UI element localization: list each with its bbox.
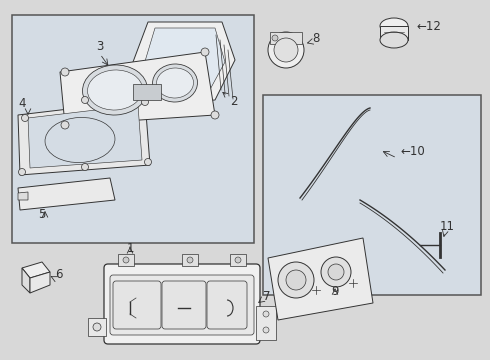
FancyBboxPatch shape [162, 281, 206, 329]
Ellipse shape [45, 117, 115, 163]
Circle shape [81, 96, 89, 104]
Bar [263, 95, 481, 295]
Ellipse shape [156, 68, 194, 98]
FancyBboxPatch shape [113, 281, 161, 329]
Polygon shape [18, 100, 150, 175]
Bar [12, 15, 254, 243]
Bar [270, 32, 302, 44]
Polygon shape [143, 28, 225, 98]
Text: 11: 11 [440, 220, 455, 233]
Polygon shape [28, 105, 142, 168]
Text: 1: 1 [126, 242, 134, 255]
Polygon shape [18, 178, 115, 210]
Polygon shape [268, 238, 373, 320]
Circle shape [93, 323, 101, 331]
Bar [88, 318, 106, 336]
Polygon shape [130, 22, 235, 105]
Circle shape [328, 264, 344, 280]
Bar [182, 254, 198, 266]
Circle shape [187, 257, 193, 263]
Bar [230, 254, 246, 266]
Circle shape [321, 257, 351, 287]
Circle shape [263, 311, 269, 317]
Bar [133, 84, 161, 100]
FancyBboxPatch shape [207, 281, 247, 329]
Text: ←12: ←12 [416, 20, 441, 33]
Circle shape [19, 168, 25, 176]
Ellipse shape [152, 64, 197, 102]
Circle shape [274, 38, 298, 62]
Text: ←10: ←10 [400, 145, 425, 158]
Polygon shape [256, 306, 276, 340]
Text: 2: 2 [223, 93, 238, 108]
Text: 8: 8 [312, 32, 319, 45]
Ellipse shape [380, 32, 408, 48]
Circle shape [278, 262, 314, 298]
Circle shape [61, 121, 69, 129]
Text: 6: 6 [55, 268, 63, 281]
Circle shape [201, 48, 209, 56]
Circle shape [272, 35, 278, 41]
Circle shape [145, 158, 151, 166]
Bar [380, 26, 408, 40]
Circle shape [235, 257, 241, 263]
Ellipse shape [82, 65, 147, 115]
Polygon shape [30, 272, 50, 293]
Polygon shape [60, 52, 215, 125]
Text: 4: 4 [18, 97, 25, 110]
Ellipse shape [380, 18, 408, 34]
Circle shape [211, 111, 219, 119]
Circle shape [22, 114, 28, 122]
Text: 3: 3 [97, 40, 104, 53]
FancyBboxPatch shape [104, 264, 260, 344]
Circle shape [268, 32, 304, 68]
Polygon shape [18, 192, 28, 200]
Circle shape [123, 257, 129, 263]
Bar [118, 254, 134, 266]
Text: 7: 7 [263, 290, 270, 303]
Circle shape [61, 68, 69, 76]
Circle shape [142, 99, 148, 105]
Circle shape [286, 270, 306, 290]
Circle shape [263, 327, 269, 333]
Polygon shape [22, 262, 50, 278]
Circle shape [81, 163, 89, 171]
Ellipse shape [88, 70, 143, 110]
Text: 9: 9 [331, 285, 339, 298]
Text: 5: 5 [38, 208, 46, 221]
Polygon shape [22, 268, 30, 293]
FancyBboxPatch shape [110, 275, 254, 335]
